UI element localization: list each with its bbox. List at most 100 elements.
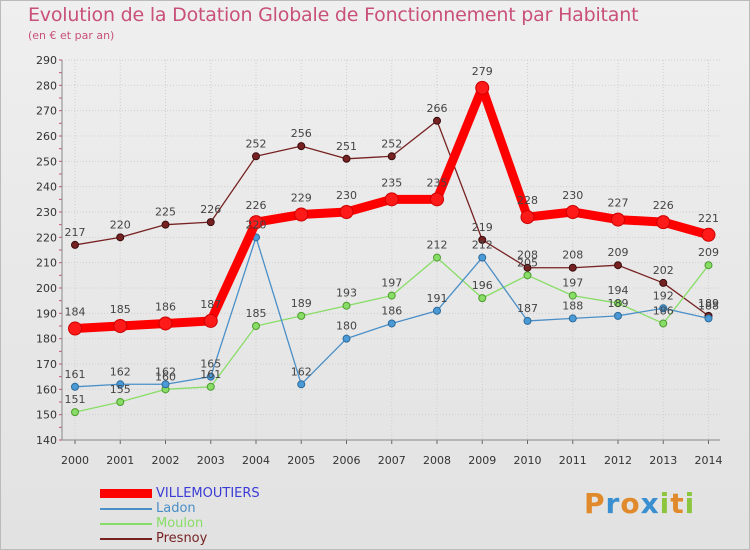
data-point-presnoy: [523, 263, 532, 272]
data-point-ladon: [116, 380, 125, 389]
data-label-moulon: 212: [427, 239, 448, 252]
data-label-villemoutiers: 230: [336, 189, 357, 202]
data-point-ladon: [297, 380, 306, 389]
chart-axes: 140 150 160 170 180 190 200 210 220 230 240 250 260 2…: [36, 54, 723, 467]
data-label-presnoy: 256: [291, 127, 312, 140]
data-label-ladon: 192: [653, 289, 674, 302]
x-tick-label: 2007: [378, 454, 406, 467]
chart-subtitle: (en € et par an): [28, 29, 115, 42]
data-label-moulon: 194: [608, 284, 629, 297]
data-label-presnoy: 220: [110, 218, 131, 231]
data-label-villemoutiers: 226: [246, 199, 267, 212]
data-label-ladon: 162: [291, 365, 312, 378]
data-point-presnoy: [433, 116, 441, 125]
data-point-villemoutiers: [249, 215, 263, 230]
x-tick-label: 2004: [242, 454, 270, 467]
logo-letter: i: [659, 487, 671, 520]
chart-data-labels: 184 185 186 187 226 229 230 235 235 279 228 230 227 2…: [65, 65, 720, 406]
data-label-presnoy: 251: [336, 140, 357, 153]
y-tick-label: 280: [36, 79, 57, 92]
y-tick-label: 200: [36, 282, 57, 295]
y-tick-label: 210: [36, 257, 57, 270]
data-point-presnoy: [387, 152, 396, 161]
x-tick-label: 2001: [106, 454, 134, 467]
x-tick-label: 2008: [423, 454, 451, 467]
proxiti-logo: Proxiti: [584, 487, 695, 520]
data-point-moulon: [116, 398, 125, 406]
data-point-presnoy: [342, 154, 351, 163]
data-label-moulon: 189: [291, 297, 312, 310]
data-label-villemoutiers: 187: [200, 298, 221, 311]
data-label-moulon: 185: [246, 307, 267, 320]
data-label-villemoutiers: 235: [381, 176, 402, 189]
data-label-ladon: 162: [155, 365, 176, 378]
legend-label: Presnoy: [156, 531, 208, 546]
data-point-villemoutiers: [113, 319, 128, 333]
y-tick-label: 220: [36, 231, 57, 244]
data-label-villemoutiers: 235: [427, 176, 448, 189]
legend-label: VILLEMOUTIERS: [156, 486, 260, 501]
legend-swatch: [100, 537, 152, 540]
data-label-ladon: 188: [562, 299, 583, 312]
data-label-presnoy: 209: [608, 246, 629, 259]
data-point-ladon: [523, 316, 532, 325]
data-label-ladon: 187: [517, 302, 538, 315]
legend-label: Ladon: [156, 501, 196, 516]
x-tick-label: 2005: [287, 454, 315, 467]
data-point-villemoutiers: [701, 227, 716, 242]
legend-entry: Presnoy: [100, 531, 260, 546]
data-label-villemoutiers: 226: [653, 199, 674, 212]
data-point-moulon: [614, 299, 622, 308]
y-tick-label: 180: [36, 333, 57, 346]
data-point-presnoy: [659, 278, 668, 287]
data-point-presnoy: [206, 218, 215, 227]
x-tick-label: 2009: [468, 454, 496, 467]
data-point-moulon: [297, 311, 306, 320]
data-label-villemoutiers: 227: [608, 197, 629, 210]
legend-swatch: [100, 507, 152, 510]
y-tick-label: 140: [36, 434, 57, 447]
logo-letter: t: [670, 487, 685, 520]
x-tick-label: 2003: [197, 454, 225, 467]
logo-letter: r: [605, 487, 621, 520]
data-label-presnoy: 208: [517, 249, 538, 262]
x-tick-label: 2002: [152, 454, 180, 467]
data-label-presnoy: 217: [65, 226, 86, 239]
data-point-villemoutiers: [294, 207, 309, 222]
chart-legend: VILLEMOUTIERS Ladon Moulon Presnoy: [100, 486, 260, 546]
data-point-moulon: [659, 319, 668, 328]
data-label-moulon: 151: [65, 393, 86, 406]
data-point-ladon: [206, 372, 215, 381]
y-tick-label: 240: [36, 181, 57, 194]
data-point-villemoutiers: [520, 210, 535, 225]
data-point-ladon: [342, 334, 351, 343]
legend-entry: VILLEMOUTIERS: [100, 486, 260, 501]
data-label-moulon: 205: [517, 256, 538, 269]
data-label-ladon: 188: [698, 299, 719, 312]
logo-letter: i: [684, 487, 696, 520]
data-point-moulon: [433, 253, 441, 262]
data-label-ladon: 180: [336, 320, 357, 333]
logo-letter: x: [640, 487, 660, 520]
data-label-ladon: 220: [246, 218, 267, 231]
data-label-villemoutiers: 185: [110, 303, 131, 316]
data-point-moulon: [71, 408, 79, 417]
x-tick-label: 2000: [61, 454, 89, 467]
data-label-moulon: 186: [653, 304, 674, 317]
data-label-moulon: 193: [336, 287, 357, 300]
data-label-moulon: 209: [698, 246, 719, 259]
y-tick-label: 160: [36, 383, 57, 396]
legend-label: Moulon: [156, 516, 204, 531]
y-tick-label: 190: [36, 307, 57, 320]
y-tick-label: 230: [36, 206, 57, 219]
y-tick-label: 150: [36, 409, 57, 422]
x-tick-label: 2010: [514, 454, 542, 467]
data-point-moulon: [252, 322, 260, 330]
data-point-villemoutiers: [475, 80, 490, 95]
data-label-moulon: 155: [110, 383, 131, 396]
data-point-villemoutiers: [339, 205, 354, 219]
data-point-moulon: [704, 261, 713, 270]
data-point-villemoutiers: [430, 192, 444, 207]
